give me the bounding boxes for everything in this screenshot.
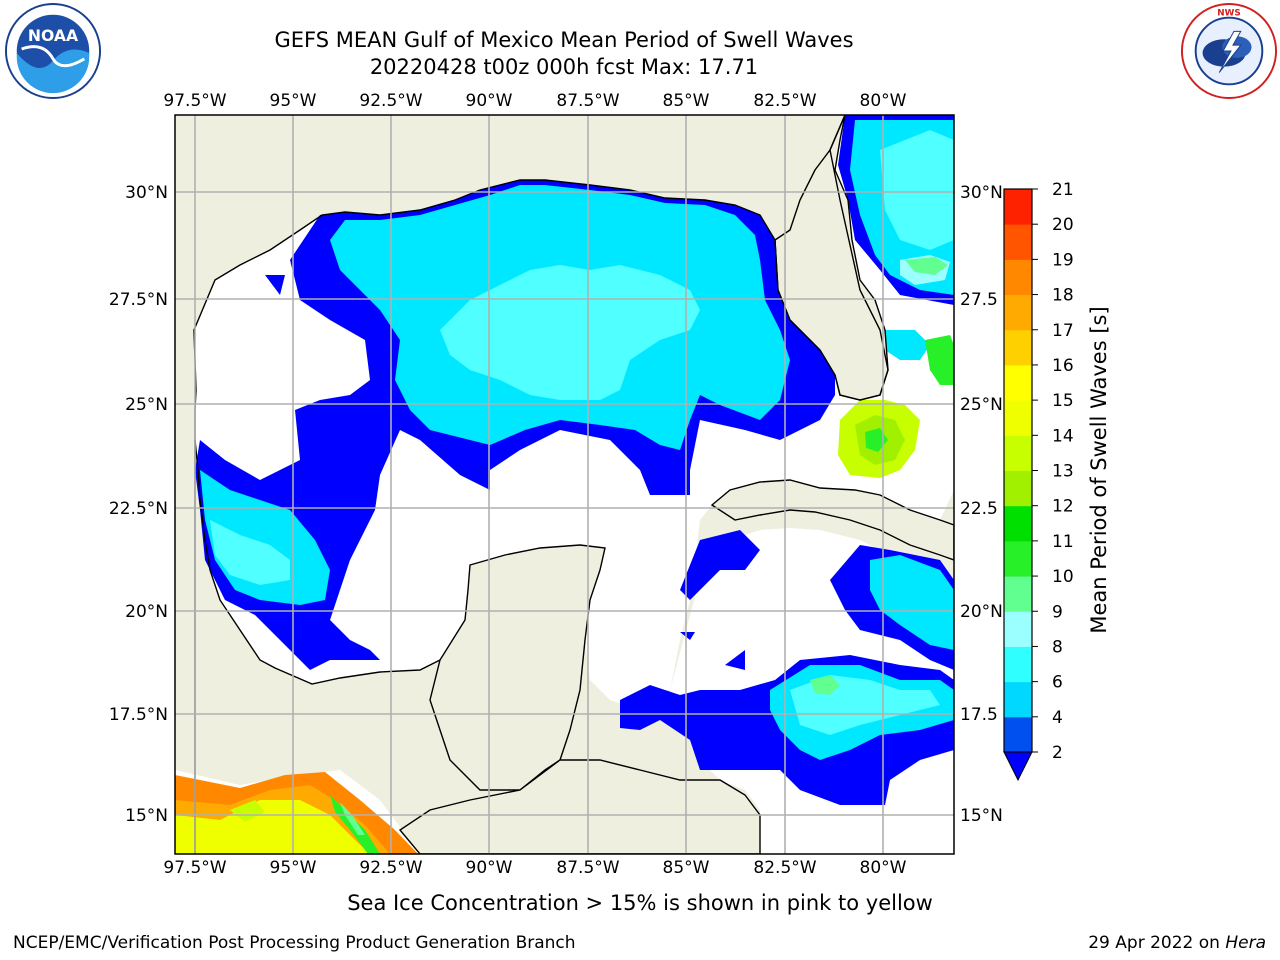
lon-label-top: 90°W [466, 91, 513, 111]
colorbar-tick-label: 13 [1052, 462, 1074, 482]
colorbar-segment [1004, 611, 1032, 647]
colorbar-segment [1004, 364, 1032, 401]
colorbar-tick-label: 20 [1052, 215, 1074, 235]
footer-date-text: 29 Apr 2022 on [1088, 933, 1226, 953]
swell-8-14-fill [810, 255, 954, 695]
colorbar-tick-label: 4 [1052, 708, 1063, 728]
colorbar-segment [1004, 329, 1032, 366]
lat-label-left: 27.5°N [109, 290, 168, 310]
lat-label-right: 30°N [960, 183, 1003, 203]
colorbar-tick-label: 16 [1052, 356, 1074, 376]
colorbar-extend-min [1003, 751, 1033, 782]
colorbar-tick-label: 11 [1052, 532, 1074, 552]
lat-label-left: 25°N [125, 395, 168, 415]
colorbar-tick-label: 9 [1052, 602, 1063, 622]
lon-label-bottom: 95°W [270, 858, 317, 878]
coastline [193, 115, 889, 854]
colorbar-segment [1004, 505, 1032, 542]
lat-label-right: 25°N [960, 395, 1003, 415]
lon-label-bottom: 87.5°W [556, 858, 619, 878]
lat-label-right: 15°N [960, 806, 1003, 826]
lat-label-left: 15°N [125, 806, 168, 826]
chart-title: GEFS MEAN Gulf of Mexico Mean Period of … [274, 28, 854, 52]
lon-label-top: 92.5°W [359, 91, 422, 111]
colorbar-tick-label: 2 [1052, 743, 1063, 763]
lon-label-bottom: 80°W [860, 858, 907, 878]
colorbar-label: Mean Period of Swell Waves [s] [1087, 306, 1111, 633]
lon-label-bottom: 90°W [466, 858, 513, 878]
gridlines [175, 115, 954, 854]
lat-label-left: 17.5°N [109, 705, 168, 725]
colorbar-segment [1004, 224, 1032, 260]
national-weather-service-logo-icon: NWS [1180, 2, 1278, 100]
colorbar-tick-label: 19 [1052, 250, 1074, 270]
lon-label-bottom: 97.5°W [163, 858, 226, 878]
footer-credit: NCEP/EMC/Verification Post Processing Pr… [13, 933, 576, 953]
colorbar-tick-label: 17 [1052, 321, 1074, 341]
lon-label-bottom: 82.5°W [753, 858, 816, 878]
colorbar-tick-label: 10 [1052, 567, 1074, 587]
colorbar-tick-label: 6 [1052, 673, 1063, 693]
lat-label-left: 22.5°N [109, 499, 168, 519]
footer-machine: Hera [1225, 933, 1266, 953]
colorbar-tick-label: 18 [1052, 286, 1074, 306]
coastline-mexico [194, 439, 441, 685]
map-frame [174, 114, 955, 855]
colorbar-tick-label: 21 [1052, 180, 1074, 200]
colorbar-segment [1004, 400, 1032, 436]
svg-text:NWS: NWS [1217, 9, 1240, 19]
chart-subtitle: 20220428 t00z 000h fcst Max: 17.71 [369, 55, 759, 79]
lon-label-top: 80°W [860, 91, 907, 111]
lat-label-left: 20°N [125, 602, 168, 622]
colorbar-segment [1004, 646, 1032, 683]
colorbar-tick-label: 8 [1052, 637, 1063, 657]
colorbar-segment [1004, 540, 1032, 577]
colorbar-segment [1004, 470, 1032, 507]
colorbar-segment [1004, 716, 1032, 753]
lon-label-bottom: 85°W [663, 858, 710, 878]
lat-label-right: 17.5 [960, 705, 998, 725]
lat-label-right: 27.5 [960, 290, 998, 310]
colorbar-segments [1004, 189, 1032, 753]
lat-label-right: 20°N [960, 602, 1003, 622]
pacific-swell-fill [175, 772, 418, 854]
sea-ice-caption: Sea Ice Concentration > 15% is shown in … [347, 891, 933, 915]
colorbar-segment [1004, 189, 1032, 225]
lat-label-right: 22.5 [960, 499, 998, 519]
noaa-logo-text: NOAA [28, 26, 79, 45]
lon-label-top: 97.5°W [163, 91, 226, 111]
lon-label-top: 82.5°W [753, 91, 816, 111]
colorbar-tick-label: 12 [1052, 497, 1074, 517]
colorbar-segment [1004, 681, 1032, 718]
lon-label-top: 87.5°W [556, 91, 619, 111]
noaa-logo-icon: NOAA [4, 2, 102, 100]
lon-label-top: 85°W [663, 91, 710, 111]
lat-label-left: 30°N [125, 183, 168, 203]
land-masses [398, 115, 954, 854]
colorbar-tick-label: 15 [1052, 391, 1074, 411]
colorbar-tick-label: 14 [1052, 426, 1074, 446]
colorbar-segment [1004, 435, 1032, 471]
lon-label-bottom: 92.5°W [359, 858, 422, 878]
footer-date: 29 Apr 2022 on Hera [1088, 933, 1266, 953]
colorbar-segment [1004, 259, 1032, 296]
colorbar-segment [1004, 294, 1032, 331]
lon-label-top: 95°W [270, 91, 317, 111]
colorbar-segment [1004, 576, 1032, 612]
